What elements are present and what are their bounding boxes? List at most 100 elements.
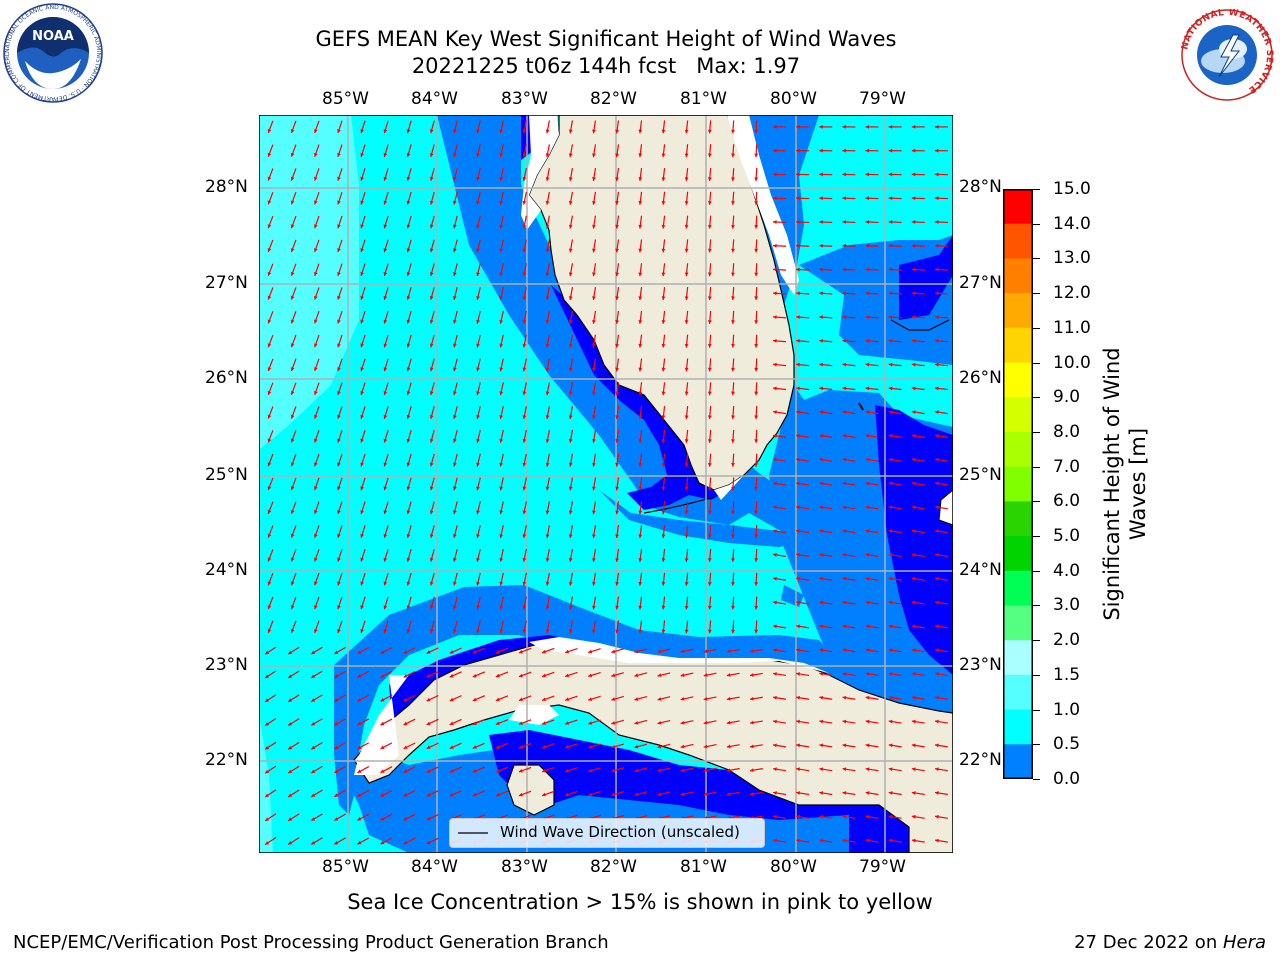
lon-label-top: 79°W xyxy=(859,89,906,109)
wave-direction-arrowhead xyxy=(911,410,916,415)
wave-direction-arrowhead xyxy=(615,415,620,420)
wave-direction-arrowhead xyxy=(522,200,527,205)
wave-direction-arrowhead xyxy=(911,576,916,581)
wave-direction-arrowhead xyxy=(476,534,480,538)
colorbar-swatch xyxy=(1003,362,1033,398)
wave-direction-arrowhead xyxy=(684,391,689,396)
footer-right: 27 Dec 2022 on Hera xyxy=(1074,932,1266,953)
wave-direction-arrowhead xyxy=(290,271,295,276)
wave-direction-arrowhead xyxy=(796,529,800,534)
wave-direction-arrowhead xyxy=(360,319,365,324)
wave-direction-arrowhead xyxy=(731,272,735,277)
colorbar-tick-label: 3.0 xyxy=(1053,595,1081,616)
wave-direction-arrowhead xyxy=(334,745,339,750)
lat-label-left: 24°N xyxy=(205,560,248,580)
wave-direction-arrowhead xyxy=(634,720,639,725)
wave-direction-arrowhead xyxy=(545,581,550,586)
wave-direction-arrowhead xyxy=(819,695,824,700)
wave-direction-arrowhead xyxy=(314,176,318,181)
wave-direction-arrowhead xyxy=(707,629,712,634)
wave-direction-arrowhead xyxy=(773,315,777,320)
wave-direction-arrowhead xyxy=(935,767,939,772)
wave-direction-arrowhead xyxy=(773,148,777,153)
wave-direction-arrowhead xyxy=(707,343,712,348)
wave-direction-arrowhead xyxy=(819,291,823,296)
wave-direction-arrowhead xyxy=(360,486,365,491)
wave-direction-arrowhead xyxy=(476,224,480,229)
wave-direction-arrowhead xyxy=(657,792,662,797)
wave-direction-arrowhead xyxy=(773,529,777,534)
colorbar-tick-mark xyxy=(1033,709,1040,711)
wave-direction-arrowhead xyxy=(499,510,504,515)
wave-direction-arrowhead xyxy=(495,769,500,773)
wave-direction-arrowhead xyxy=(476,248,480,253)
wave-direction-arrowhead xyxy=(476,605,480,610)
wave-direction-arrowhead xyxy=(499,605,504,610)
wave-direction-arrowhead xyxy=(453,557,457,562)
wave-direction-arrowhead xyxy=(731,582,735,586)
wave-direction-arrowhead xyxy=(592,153,596,158)
wave-direction-arrowhead xyxy=(522,343,527,348)
lat-label-left: 27°N xyxy=(205,273,248,293)
wave-direction-arrowhead xyxy=(568,486,573,491)
wave-direction-arrowhead xyxy=(522,153,527,158)
wave-direction-arrowhead xyxy=(499,629,504,634)
wave-direction-arrowhead xyxy=(406,510,411,515)
colorbar-label-line2: Waves [m] xyxy=(1126,427,1150,541)
wave-direction-arrowhead xyxy=(865,267,870,272)
wave-direction-arrowhead xyxy=(703,792,708,796)
wave-direction-arrowhead xyxy=(842,791,847,795)
colorbar-tick-label: 8.0 xyxy=(1053,421,1081,442)
wave-direction-arrowhead xyxy=(357,840,362,845)
wave-direction-arrowhead xyxy=(542,745,546,749)
wave-direction-arrowhead xyxy=(265,698,270,702)
wave-direction-arrowhead xyxy=(476,272,480,277)
wave-direction-arrowhead xyxy=(522,534,527,538)
colorbar-tick-label: 4.0 xyxy=(1053,560,1081,581)
wave-direction-arrowhead xyxy=(403,697,408,702)
wave-direction-arrowhead xyxy=(865,338,870,343)
wave-direction-arrowhead xyxy=(865,243,870,248)
wave-direction-arrowhead xyxy=(935,624,939,629)
wave-direction-arrowhead xyxy=(453,581,457,586)
wave-direction-arrowhead xyxy=(337,462,341,467)
wave-direction-arrowhead xyxy=(476,557,480,562)
wave-direction-arrowhead xyxy=(337,152,341,157)
wave-direction-arrowhead xyxy=(661,462,666,467)
wave-direction-arrowhead xyxy=(865,648,870,653)
wave-direction-arrowhead xyxy=(796,315,800,320)
colorbar-tick-mark xyxy=(1033,431,1040,433)
wave-direction-arrowhead xyxy=(935,600,939,605)
wave-direction-arrowhead xyxy=(796,814,800,819)
colorbar-swatch xyxy=(1003,397,1033,433)
wave-direction-arrowhead xyxy=(290,462,295,467)
wave-direction-arrowhead xyxy=(661,272,666,277)
wave-direction-arrowhead xyxy=(865,386,870,391)
wave-direction-arrowhead xyxy=(680,673,685,677)
wave-direction-arrowhead xyxy=(429,533,434,538)
wave-direction-arrowhead xyxy=(383,248,388,253)
wave-direction-arrowhead xyxy=(865,124,870,129)
wave-direction-arrowhead xyxy=(290,152,295,157)
wave-direction-arrowhead xyxy=(819,362,823,367)
wave-direction-arrowhead xyxy=(796,838,800,843)
wave-direction-arrowhead xyxy=(638,605,643,610)
wave-direction-arrowhead xyxy=(337,510,341,514)
wave-direction-arrowhead xyxy=(592,629,596,634)
wave-direction-arrowhead xyxy=(337,248,341,253)
wave-direction-arrowhead xyxy=(634,744,639,749)
wave-direction-arrowhead xyxy=(476,129,480,134)
wave-direction-arrowhead xyxy=(267,295,272,300)
wave-direction-arrowhead xyxy=(334,650,339,654)
wave-direction-arrowhead xyxy=(290,509,295,514)
wave-direction-arrowhead xyxy=(707,153,712,158)
wave-direction-arrowhead xyxy=(565,768,570,773)
wave-direction-arrowhead xyxy=(911,648,916,653)
wave-direction-arrowhead xyxy=(383,319,388,324)
wave-direction-arrowhead xyxy=(429,272,434,277)
wave-direction-arrowhead xyxy=(731,629,735,634)
wave-direction-arrowhead xyxy=(684,367,689,372)
wave-direction-arrowhead xyxy=(357,745,362,749)
wave-direction-arrowhead xyxy=(934,124,939,129)
wave-direction-arrowhead xyxy=(865,814,870,819)
